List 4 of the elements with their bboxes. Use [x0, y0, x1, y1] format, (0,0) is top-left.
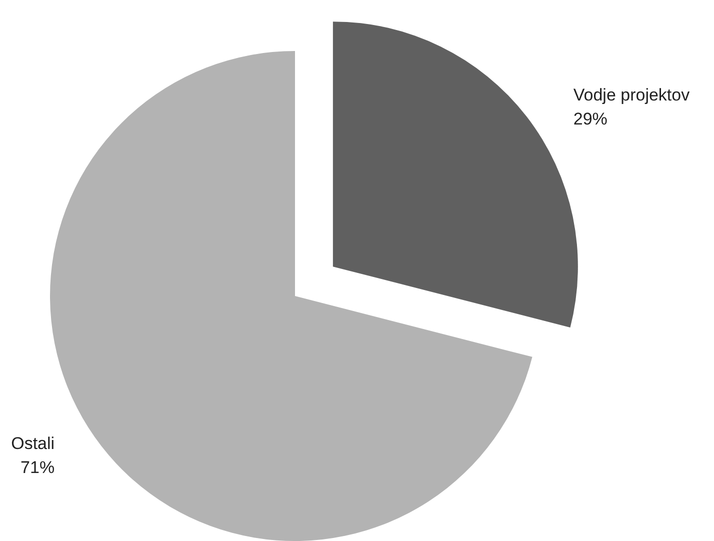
slice-label: Ostali: [11, 434, 55, 453]
data-label: 29%: [573, 110, 608, 129]
data-label: 71%: [20, 458, 55, 477]
slice-label: Vodje projektov: [573, 86, 690, 105]
